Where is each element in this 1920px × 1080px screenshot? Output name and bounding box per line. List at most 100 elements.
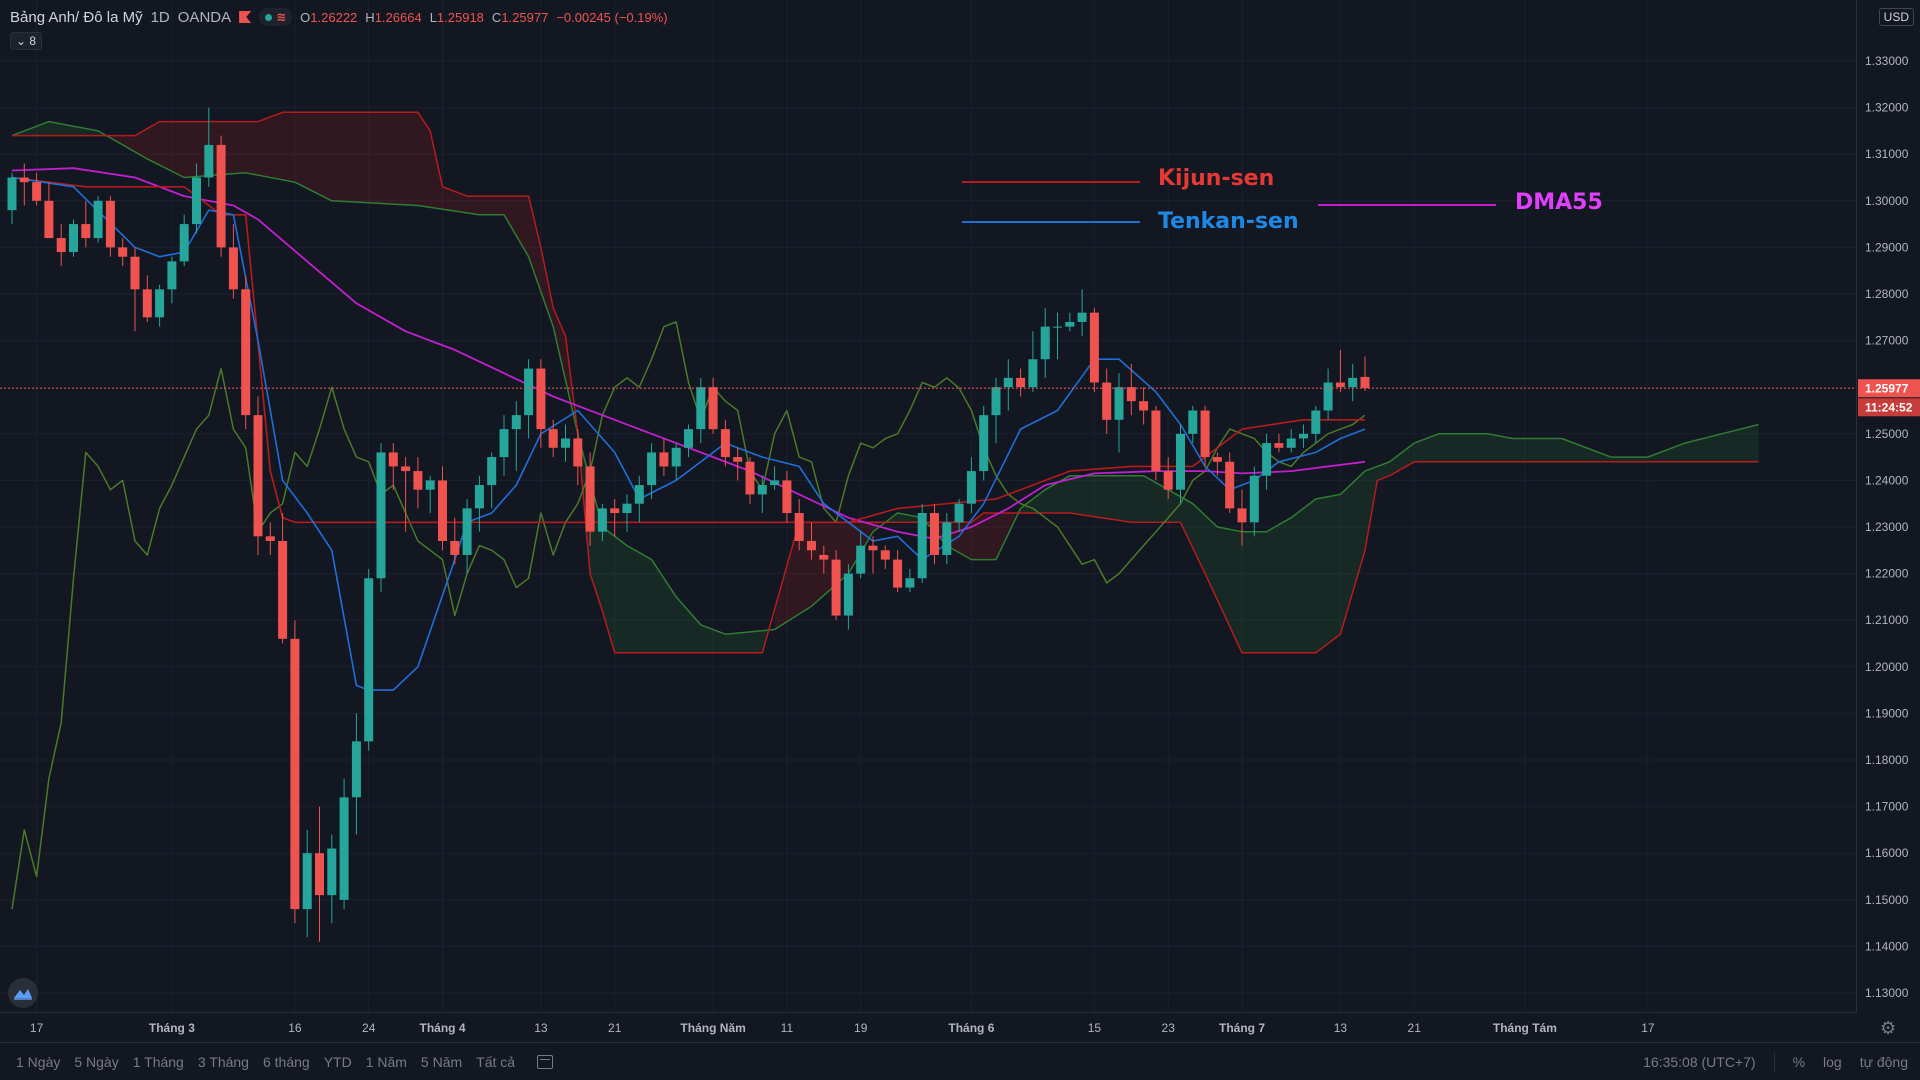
range-button[interactable]: 3 Tháng xyxy=(197,1053,249,1070)
chart-grid xyxy=(0,0,1856,1012)
candle-body xyxy=(794,513,804,541)
last-price-label: 1.25977 xyxy=(1865,381,1909,395)
candle-body xyxy=(130,256,140,290)
price-tick-label: 1.29000 xyxy=(1865,240,1909,254)
price-tick-label: 1.24000 xyxy=(1865,473,1909,487)
candle-body xyxy=(1003,377,1013,388)
currency-button[interactable]: USD xyxy=(1878,8,1914,26)
candle-body xyxy=(376,452,386,579)
clock-timezone[interactable]: 16:35:08 (UTC+7) xyxy=(1643,1054,1756,1070)
open-value: 1.26222 xyxy=(310,9,358,25)
candle-body xyxy=(1311,410,1321,434)
cloud-segment xyxy=(885,513,923,523)
candle-body xyxy=(511,415,521,430)
candle-body xyxy=(782,480,792,514)
candle-body xyxy=(966,471,976,504)
price-tick-label: 1.22000 xyxy=(1865,567,1909,581)
candle-body xyxy=(216,144,226,248)
tenkan-annotation[interactable]: Tenkan-sen xyxy=(1158,209,1299,234)
price-tick-label: 1.32000 xyxy=(1865,101,1909,115)
candle-body xyxy=(413,471,423,490)
time-axis[interactable]: 17 Tháng 3 16 24 Tháng 4 13 21 Tháng Năm 11 19 Thá… xyxy=(0,1012,1856,1042)
candle-body xyxy=(1274,443,1284,448)
price-tick-label: 1.20000 xyxy=(1865,660,1909,674)
flag-icon[interactable] xyxy=(239,11,252,23)
last-price-tag xyxy=(1858,379,1920,398)
range-button[interactable]: 6 tháng xyxy=(262,1053,310,1070)
candle-body xyxy=(19,177,29,183)
divider xyxy=(1773,1052,1775,1072)
candle-body xyxy=(302,853,312,910)
candle-body xyxy=(1262,443,1272,476)
candle-body xyxy=(155,289,165,318)
candle-body xyxy=(585,466,595,532)
range-button[interactable]: Tất cả xyxy=(476,1053,516,1070)
range-button[interactable]: 5 Năm xyxy=(420,1053,463,1070)
candle-body xyxy=(659,452,669,467)
time-tick-label: 21 xyxy=(608,1021,622,1035)
candle-body xyxy=(720,429,730,458)
indicator-lines xyxy=(11,111,1759,910)
percent-toggle[interactable]: % xyxy=(1792,1054,1806,1070)
candle-body xyxy=(868,545,878,551)
candle-body xyxy=(770,480,780,486)
candle-body xyxy=(634,485,644,504)
symbol-name[interactable]: Bảng Anh/ Đô la Mỹ xyxy=(10,8,143,26)
price-tick-label: 1.18000 xyxy=(1865,753,1909,767)
range-button[interactable]: 5 Ngày xyxy=(74,1053,119,1070)
indicator-collapse-button[interactable]: ⌄ 8 xyxy=(10,32,43,50)
annotation-lines xyxy=(962,181,1496,223)
tradingview-logo-icon[interactable] xyxy=(8,978,38,1008)
candle-body xyxy=(1053,326,1062,328)
candle-body xyxy=(462,508,472,555)
candle-body xyxy=(536,368,546,430)
kijun-annotation[interactable]: Kijun-sen xyxy=(1158,166,1275,191)
bottom-right-controls: 16:35:08 (UTC+7) % log tự động xyxy=(1643,1043,1908,1080)
countdown-label: 11:24:52 xyxy=(1865,400,1913,414)
candle-body xyxy=(7,177,17,211)
candle-body xyxy=(708,387,718,430)
time-axis-labels: 17 Tháng 3 16 24 Tháng 4 13 21 Tháng Năm 11 19 Thá… xyxy=(30,1021,1655,1035)
candle-body xyxy=(696,387,706,430)
candle-body xyxy=(1335,382,1345,388)
auto-scale-toggle[interactable]: tự động xyxy=(1859,1054,1908,1070)
price-axis[interactable]: USD 1.33000 1.32000 1.31000 1.30000 1.29000 1… xyxy=(1856,0,1920,1012)
symbol-legend: Bảng Anh/ Đô la Mỹ 1D OANDA ≋ O1.26222 H… xyxy=(10,8,668,26)
price-tick-label: 1.17000 xyxy=(1865,800,1909,814)
candle-body xyxy=(954,503,964,523)
market-status-icon[interactable]: ≋ xyxy=(259,8,293,26)
candle-body xyxy=(819,554,829,560)
candle-body xyxy=(1188,410,1198,434)
candle-body xyxy=(253,415,263,537)
chart-pane[interactable]: Bảng Anh/ Đô la Mỹ 1D OANDA ≋ O1.26222 H… xyxy=(0,0,1856,1012)
candle-body xyxy=(315,853,324,896)
candle-body xyxy=(548,429,558,448)
log-toggle[interactable]: log xyxy=(1823,1054,1842,1070)
ichimoku-cloud xyxy=(12,112,1759,653)
goto-date-calendar-icon[interactable] xyxy=(537,1054,554,1069)
time-tick-label: Tháng 3 xyxy=(149,1021,195,1035)
candle-body xyxy=(745,461,755,495)
time-tick-label: 13 xyxy=(1334,1021,1348,1035)
time-tick-label: 16 xyxy=(288,1021,302,1035)
chart-settings-gear-icon[interactable]: ⚙ xyxy=(1880,1018,1897,1038)
cloud-segment xyxy=(774,522,880,630)
range-button[interactable]: 1 Tháng xyxy=(132,1053,184,1070)
candle-body xyxy=(204,144,214,178)
time-tick-label: Tháng 6 xyxy=(948,1021,994,1035)
candle-body xyxy=(265,536,275,541)
candle-body xyxy=(930,513,939,555)
candle-body xyxy=(880,550,890,560)
range-button[interactable]: YTD xyxy=(323,1053,352,1070)
time-tick-label: 21 xyxy=(1408,1021,1422,1035)
range-button[interactable]: 1 Ngày xyxy=(16,1053,61,1070)
time-tick-label: 17 xyxy=(30,1021,44,1035)
price-chart[interactable] xyxy=(0,0,1856,1012)
price-tick-label: 1.33000 xyxy=(1865,54,1909,68)
candle-body xyxy=(1040,326,1050,360)
interval-label[interactable]: 1D xyxy=(150,8,170,26)
range-button[interactable]: 1 Năm xyxy=(365,1053,407,1070)
candle-body xyxy=(1286,438,1296,448)
dma-annotation[interactable]: DMA55 xyxy=(1515,190,1603,215)
